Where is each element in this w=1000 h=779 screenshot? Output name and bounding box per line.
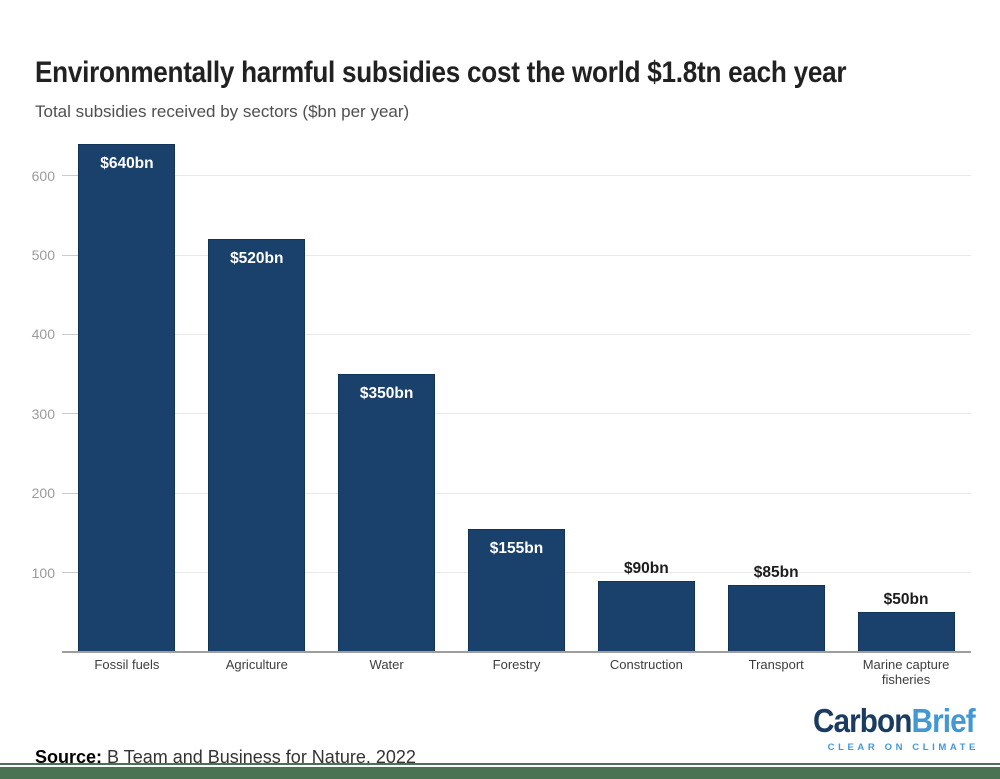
- bar-value-label-0: $640bn: [100, 154, 154, 172]
- bar-value-label-4: $90bn: [623, 559, 669, 577]
- y-axis-label-100: 100: [31, 564, 55, 581]
- bar-4: [597, 580, 695, 652]
- x-axis-label-5: Transport: [748, 657, 804, 672]
- grid-line-200: [62, 492, 971, 494]
- y-axis-tick-600: [62, 175, 78, 177]
- y-axis-tick-400: [62, 333, 78, 335]
- bar-6: [857, 612, 955, 652]
- source-line: Source: B Team and Business for Nature, …: [35, 747, 416, 768]
- bar-0: [78, 143, 176, 652]
- bar-value-label-3: $155bn: [489, 539, 544, 557]
- footer-accent-thin-line: [0, 763, 1000, 765]
- x-axis-label-2: Water: [369, 657, 404, 672]
- bar-3: [468, 528, 565, 652]
- carbonbrief-tagline: CLEAR ON CLIMATE: [827, 742, 979, 753]
- chart-subtitle: Total subsidies received by sectors ($bn…: [35, 102, 410, 121]
- bar-5: [727, 584, 825, 652]
- bar-1: [208, 239, 306, 652]
- bar-value-label-1: $520bn: [230, 250, 284, 268]
- x-axis-label-0: Fossil fuels: [94, 657, 160, 672]
- y-axis-tick-100: [62, 572, 78, 574]
- x-axis-line: [62, 651, 971, 653]
- x-axis-label-3: Forestry: [492, 657, 541, 672]
- y-axis-label-600: 600: [31, 167, 55, 184]
- y-axis-label-500: 500: [31, 247, 55, 264]
- grid-line-400: [62, 333, 971, 335]
- y-axis-tick-500: [62, 254, 78, 256]
- bar-value-label-6: $50bn: [883, 591, 929, 609]
- source-text: B Team and Business for Nature, 2022: [102, 747, 416, 767]
- bar-value-label-2: $350bn: [359, 385, 414, 403]
- source-label: Source:: [35, 747, 103, 767]
- x-axis-label-1: Agriculture: [225, 657, 288, 672]
- logo-word-brief: Brief: [911, 702, 976, 739]
- carbonbrief-logo-text: CarbonBrief: [813, 702, 976, 740]
- x-axis-label-6: Marine capture fisheries: [862, 657, 950, 687]
- bar-value-label-5: $85bn: [753, 563, 799, 581]
- bar-2: [338, 374, 436, 652]
- grid-line-500: [62, 254, 971, 256]
- chart-title: Environmentally harmful subsidies cost t…: [35, 56, 847, 90]
- y-axis-tick-300: [62, 413, 78, 415]
- grid-line-300: [62, 413, 971, 415]
- y-axis-tick-200: [62, 492, 78, 494]
- y-axis-label-200: 200: [31, 485, 55, 502]
- logo-word-carbon: Carbon: [813, 702, 912, 739]
- carbonbrief-logo: CarbonBrief CLEAR ON CLIMATE: [795, 702, 976, 753]
- y-axis-label-300: 300: [31, 405, 55, 422]
- x-axis-label-4: Construction: [609, 657, 683, 672]
- grid-line-600: [62, 175, 971, 177]
- y-axis-label-400: 400: [31, 326, 55, 343]
- footer-accent-bar: [0, 767, 1000, 779]
